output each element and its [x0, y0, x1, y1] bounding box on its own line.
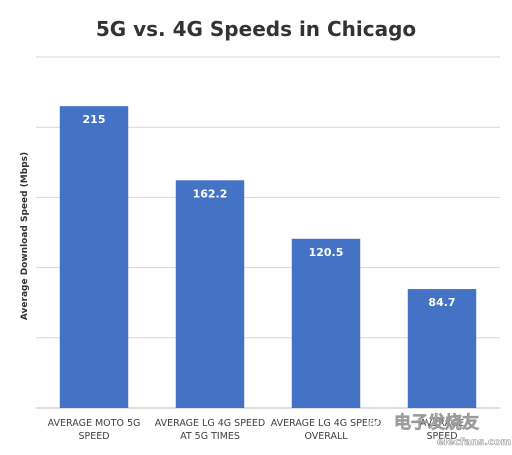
- category-label: AVERAGE SPEED: [420, 418, 464, 442]
- watermark-logo-icon: [369, 413, 391, 435]
- bar: [291, 238, 361, 408]
- y-axis-label: Average Download Speed (Mbps): [20, 152, 30, 320]
- data-label: 215: [83, 113, 106, 126]
- category-label-line: AT 5G TIMES: [180, 431, 240, 442]
- category-label-line: AVERAGE: [420, 418, 464, 429]
- data-label: 120.5: [309, 246, 344, 259]
- watermark-url: elecfans.com: [437, 437, 511, 448]
- category-label: AVERAGE LG 4G SPEED AT 5G TIMES: [155, 418, 266, 442]
- category-label-line: AVERAGE MOTO 5G: [48, 418, 141, 429]
- category-label-line: SPEED: [426, 431, 457, 442]
- data-label: 162.2: [193, 187, 228, 200]
- category-label-line: OVERALL: [304, 431, 348, 442]
- data-label: 84.7: [428, 296, 455, 309]
- category-label: AVERAGE LG 4G SPEED OVERALL: [271, 418, 382, 442]
- chart-title: 5G vs. 4G Speeds in Chicago: [96, 17, 416, 41]
- bar: [175, 180, 245, 408]
- category-label-line: AVERAGE LG 4G SPEED: [155, 418, 266, 429]
- watermark-logo-mark-icon: [372, 416, 388, 432]
- watermark: 电子发烧友 elecfans.com: [369, 412, 511, 448]
- category-label-line: AVERAGE LG 4G SPEED: [271, 418, 382, 429]
- category-label-line: SPEED: [78, 431, 109, 442]
- watermark-text: 电子发烧友: [394, 412, 479, 433]
- bars: [59, 106, 477, 408]
- category-label: AVERAGE MOTO 5G SPEED: [48, 418, 141, 442]
- data-labels: 215 162.2 120.5 84.7: [83, 113, 456, 309]
- bar: [59, 106, 129, 408]
- bar: [407, 289, 477, 408]
